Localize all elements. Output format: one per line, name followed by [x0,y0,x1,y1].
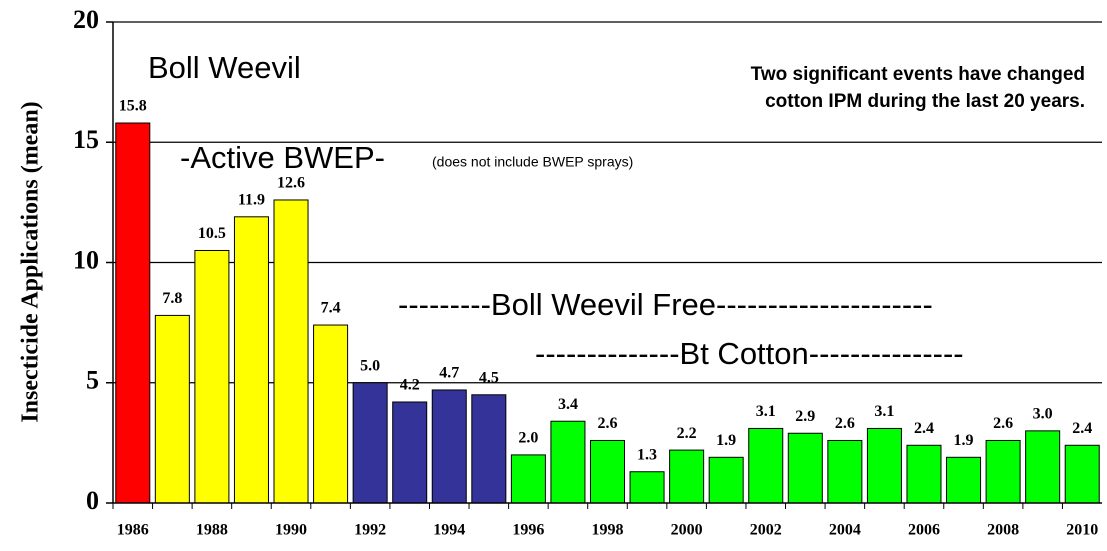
y-tick-label: 5 [86,366,99,395]
value-label: 7.4 [321,300,341,317]
x-tick-label: 2008 [987,522,1019,539]
value-label: 2.6 [835,415,855,432]
x-tick-label: 2004 [829,522,861,539]
bar [471,394,507,504]
annotation: Two significant events have changed [751,64,1085,85]
x-tick-label: 1996 [512,522,544,539]
bar [985,439,1021,504]
y-tick-label: 0 [86,486,99,515]
value-label: 2.4 [914,420,934,437]
bar [313,324,349,504]
value-label: 15.8 [119,98,147,115]
bar [550,420,586,504]
bar [115,122,151,504]
value-label: 10.5 [198,225,226,242]
bar [906,444,942,504]
annotation: -Active BWEP- [180,140,385,175]
x-tick-label: 1998 [592,522,624,539]
y-axis-label: Insecticide Applications (mean) [18,101,44,422]
bar [431,389,467,504]
value-label: 4.5 [479,369,499,386]
bar [787,432,823,504]
value-label: 1.9 [954,432,974,449]
bar [233,216,269,504]
annotation: (does not include BWEP sprays) [432,154,633,170]
value-label: 2.2 [677,425,697,442]
bar [352,382,388,504]
x-tick-label: 2010 [1066,522,1098,539]
annotation: Boll Weevil [148,50,301,85]
value-label: 7.8 [162,290,182,307]
value-label: 2.4 [1072,420,1092,437]
value-label: 2.6 [993,415,1013,432]
x-tick-label: 1988 [196,522,228,539]
x-tick-label: 1986 [117,522,149,539]
x-tick-label: 1990 [275,522,307,539]
value-label: 3.0 [1033,406,1053,423]
bar [827,439,863,504]
value-label: 2.6 [598,415,618,432]
value-label: 1.9 [716,432,736,449]
value-label: 4.7 [439,365,459,382]
x-tick-label: 2002 [750,522,782,539]
bar [154,314,190,504]
annotation: --------------Bt Cotton--------------- [535,336,964,371]
bar [669,449,705,504]
bar [273,199,309,504]
bar [748,427,784,504]
bar [866,427,902,504]
value-label: 1.3 [637,446,657,463]
value-label: 3.1 [756,403,776,420]
y-tick-label: 15 [73,125,99,154]
x-tick-label: 1992 [354,522,386,539]
value-label: 4.2 [400,377,420,394]
annotation: ---------Boll Weevil Free---------------… [398,287,933,322]
value-label: 3.1 [874,403,894,420]
value-label: 11.9 [238,191,265,208]
value-label: 5.0 [360,357,380,374]
annotation: cotton IPM during the last 20 years. [765,91,1085,112]
x-tick-label: 2006 [908,522,940,539]
value-label: 2.9 [795,408,815,425]
x-tick-label: 1994 [433,522,465,539]
value-label: 2.0 [518,430,538,447]
value-label: 3.4 [558,396,578,413]
bar [708,456,744,504]
bar [589,439,626,504]
bar [1064,444,1100,504]
y-tick-label: 10 [73,245,99,274]
bar [629,471,665,504]
bar [392,401,428,504]
x-tick-label: 2000 [671,522,703,539]
value-label: 12.6 [277,175,305,192]
y-tick-label: 20 [73,5,99,34]
bar [510,454,546,504]
bar [946,456,982,504]
bar [194,249,230,504]
bar [1025,430,1061,504]
